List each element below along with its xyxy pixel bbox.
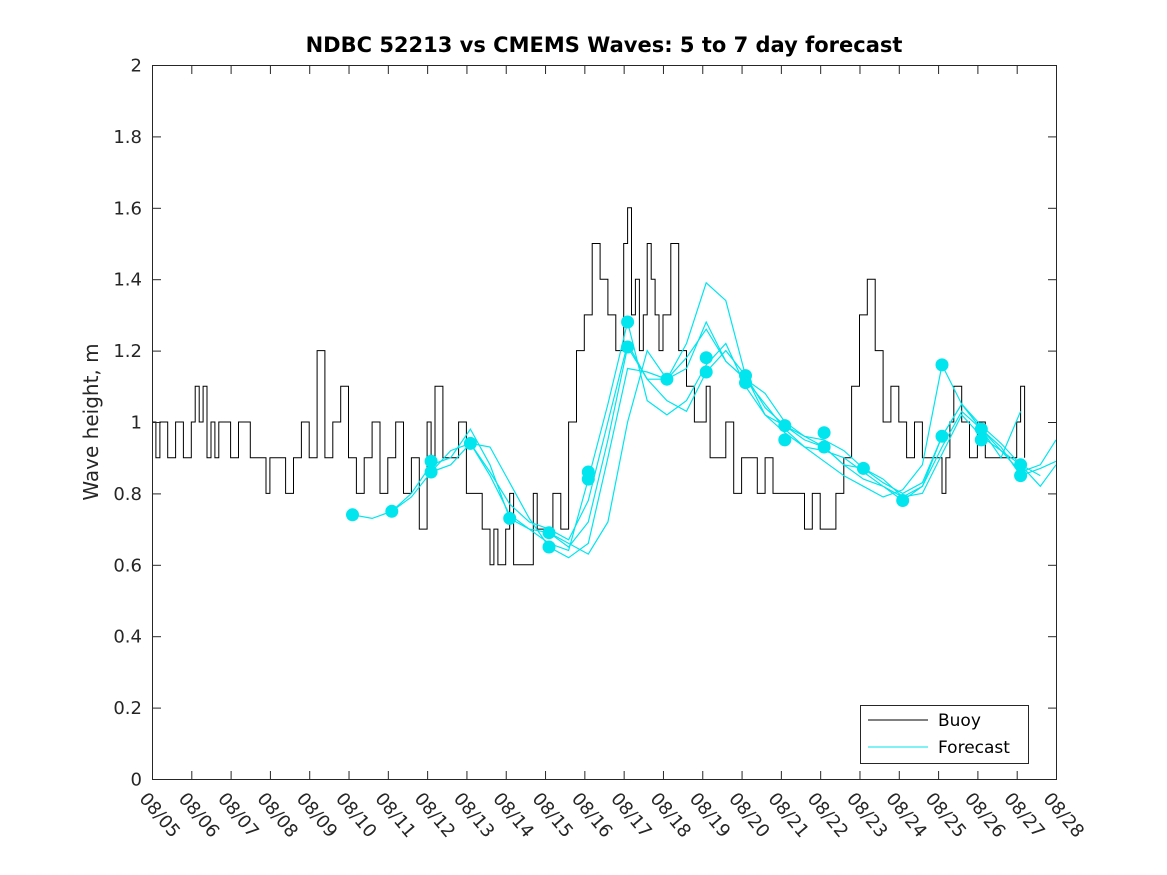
forecast-marker [463, 436, 477, 450]
y-axis-label: Wave height, m [79, 343, 103, 500]
legend-box [860, 705, 1029, 764]
plot-series [152, 207, 1057, 566]
y-tick-label: 0 [131, 770, 142, 791]
y-tick-label: 0.2 [113, 698, 142, 719]
y-tick-label: 1.4 [113, 270, 142, 291]
y-tick-label: 1.2 [113, 341, 142, 362]
y-tick-label: 2 [131, 56, 142, 77]
forecast-marker [896, 494, 910, 507]
y-tick-label: 0.6 [113, 555, 142, 576]
forecast-marker [935, 358, 949, 372]
forecast-marker [778, 433, 792, 447]
y-tick-label: 1.6 [113, 198, 142, 219]
forecast-marker [424, 454, 438, 468]
forecast-marker [660, 372, 674, 386]
y-tick-label: 0.4 [113, 627, 142, 648]
axis-ticks [152, 65, 1057, 780]
forecast-marker [542, 526, 556, 540]
legend-buoy-label: Buoy [938, 711, 981, 731]
forecast-marker [542, 540, 556, 554]
y-tick-label: 0.8 [113, 484, 142, 505]
legend-forecast-label: Forecast [938, 738, 1010, 758]
forecast-marker [621, 340, 635, 354]
forecast-marker [974, 433, 988, 447]
forecast-marker [424, 465, 438, 479]
forecast-marker [621, 315, 635, 329]
forecast-marker [739, 376, 752, 390]
forecast-marker [817, 426, 831, 440]
forecast-marker [974, 422, 988, 436]
forecast-marker [346, 508, 359, 522]
forecast-marker [1014, 458, 1028, 472]
legend: Buoy Forecast [860, 705, 1029, 764]
y-tick-label: 1.8 [113, 127, 142, 148]
forecast-marker [503, 511, 517, 525]
y-tick-label: 1 [131, 413, 142, 434]
y-tick-labels: 0 0.2 0.4 0.6 0.8 1 1.2 1.4 1.6 1.8 2 [113, 56, 142, 791]
forecast-marker [581, 472, 595, 486]
forecast-marker [699, 365, 713, 379]
forecast-marker [385, 504, 399, 518]
forecast-marker [778, 419, 792, 433]
forecast-marker [1014, 469, 1028, 483]
forecast-marker [856, 461, 870, 475]
buoy-series-line [152, 207, 1026, 566]
chart-title: NDBC 52213 vs CMEMS Waves: 5 to 7 day fo… [306, 33, 903, 57]
forecast-marker [699, 351, 713, 365]
forecast-marker [817, 440, 831, 454]
forecast-marker [935, 429, 949, 443]
